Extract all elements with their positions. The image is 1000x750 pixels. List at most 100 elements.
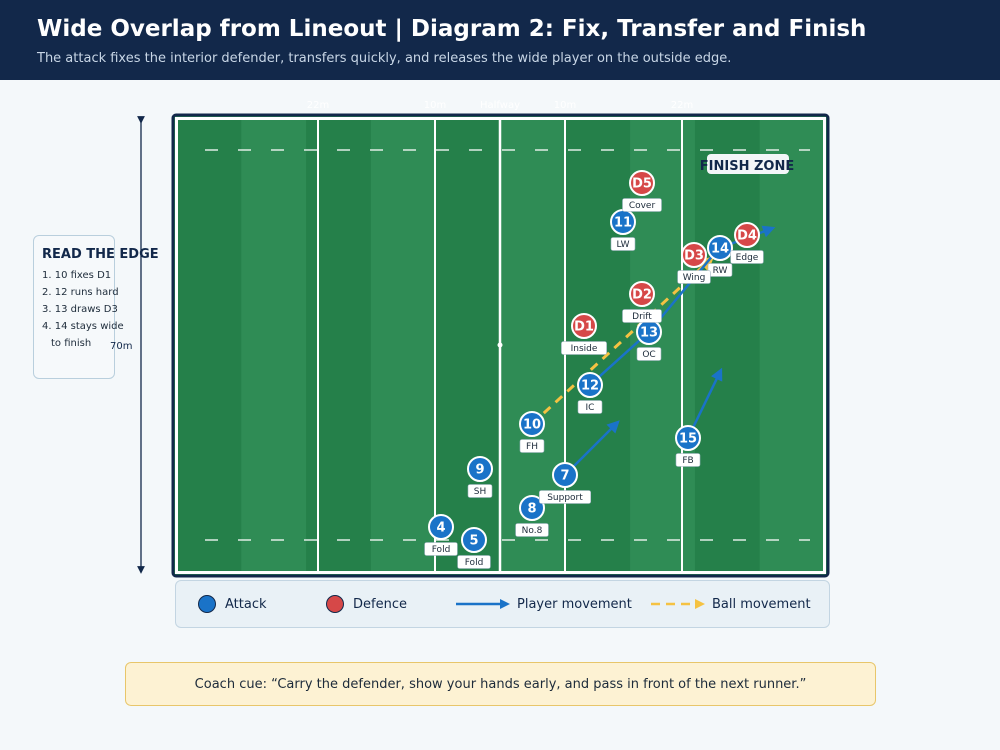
attack-marker [577,372,603,398]
legend-player-movement: Player movement [455,581,632,627]
line-label-halfway: Halfway [480,100,520,111]
legend-defence: Defence [326,581,407,627]
player-role-tag [577,400,603,414]
coach-cue: Coach cue: “Carry the defender, show you… [125,662,876,706]
read-the-edge-step-2: 2. 12 runs hard [42,287,119,298]
read-the-edge-step-4-continued: to finish [51,338,92,349]
legend-ball-movement: Ball movement [650,581,811,627]
pitch-stripe [370,118,437,573]
dashed-arrow-icon [651,599,705,609]
line-labels: 22m 10m Halfway 10m 22m [307,100,693,111]
defence-player-d5: D5 Cover [622,170,662,212]
player-role-label: Fold [465,558,484,568]
player-role-tag [457,555,491,569]
read-the-edge-step-4: 4. 14 stays wide [42,321,124,332]
defence-player-d2: D2 Drift [622,281,662,323]
player-number: 4 [436,521,445,536]
legend: Attack Defence Player movement Ball move… [175,580,830,628]
solid-arrow-icon [456,599,510,609]
player-number: 5 [469,534,478,549]
player-role-tag [519,439,545,453]
attack-dot-icon [198,595,216,613]
player-number: D3 [684,249,704,264]
legend-ball-movement-label: Ball movement [712,596,811,612]
defence-dot-icon [326,595,344,613]
player-role-label: Support [547,493,583,503]
player-number: 8 [527,502,536,517]
player-role-label: IC [586,403,595,413]
defence-marker [734,222,760,248]
player-role-label: Drift [632,312,652,322]
player-role-label: OC [642,350,655,360]
defence-marker [629,281,655,307]
players-layer: 4 Fold 5 Fold 8 No.8 9 SH 7 Support 10 FH 12 IC 13 OC 15… [424,170,764,569]
defence-marker [681,242,707,268]
player-role-tag [561,341,607,355]
attack-marker [461,527,487,553]
player-number: 13 [640,326,658,341]
legend-attack: Attack [198,581,267,627]
player-role-tag [538,490,591,504]
read-the-edge-card: READ THE EDGE 1. 10 fixes D1 2. 12 runs … [33,235,159,379]
attack-player-12: 12 IC [577,372,603,414]
pitch-stripe [694,118,761,573]
player-role-label: Inside [571,344,598,354]
defence-player-d1: D1 Inside [561,313,607,355]
player-number: 14 [711,242,729,257]
centre-spot [497,342,503,348]
player-role-tag [675,453,701,467]
read-the-edge-list: 1. 10 fixes D1 2. 12 runs hard 3. 13 dra… [42,267,124,352]
player-role-label: FB [682,456,693,466]
attack-player-14: 14 RW [707,235,733,277]
pitch-stripe [759,118,825,573]
finish-zone-badge [707,154,789,174]
page-subtitle: The attack fixes the interior defender, … [37,51,732,66]
ball-path [530,255,715,426]
pitch-stripe [176,118,242,573]
player-role-label: No.8 [522,526,543,536]
player-role-tag [730,250,764,264]
player-number: 12 [581,379,599,394]
player-number: 9 [475,463,484,478]
pitch-stripe [435,118,501,573]
attack-player-11: 11 LW [610,209,636,251]
player-role-label: FH [526,442,538,452]
attack-player-9: 9 SH [467,456,493,498]
legend-player-movement-label: Player movement [517,596,632,612]
line-label-22m-left: 22m [307,100,329,111]
player-number: 10 [523,418,541,433]
attack-marker [707,235,733,261]
defence-player-d4: D4 Edge [730,222,764,264]
player-role-label: Wing [683,273,706,283]
line-label-22m-right: 22m [671,100,693,111]
player-role-tag [622,198,662,212]
player-number: D4 [737,229,757,244]
legend-defence-label: Defence [353,596,407,612]
finish-zone: FINISH ZONE [700,154,794,174]
player-role-tag [610,237,636,251]
player-number: D5 [632,177,652,192]
attack-player-4: 4 Fold [424,514,458,556]
attack-player-10: 10 FH [519,411,545,453]
pitch-stripe [306,118,372,573]
player-number: 15 [679,432,697,447]
player-role-tag [424,542,458,556]
player-role-tag [707,263,733,277]
read-the-edge-title: READ THE EDGE [42,247,159,262]
read-the-edge-step-3: 3. 13 draws D3 [42,304,118,315]
attack-marker [428,514,454,540]
line-label-10m-left: 10m [424,100,446,111]
read-the-edge-step-1: 1. 10 fixes D1 [42,270,112,281]
line-label-10m-right: 10m [554,100,576,111]
attack-marker [519,495,545,521]
attack-player-5: 5 Fold [457,527,491,569]
player-role-label: RW [713,266,728,276]
player-role-tag [467,484,493,498]
defence-marker [629,170,655,196]
attack-marker [675,425,701,451]
player-number: 11 [614,216,632,231]
player-role-tag [515,523,549,537]
header: Wide Overlap from Lineout | Diagram 2: F… [0,0,1000,80]
pitch-length-label: 70m [110,341,133,352]
